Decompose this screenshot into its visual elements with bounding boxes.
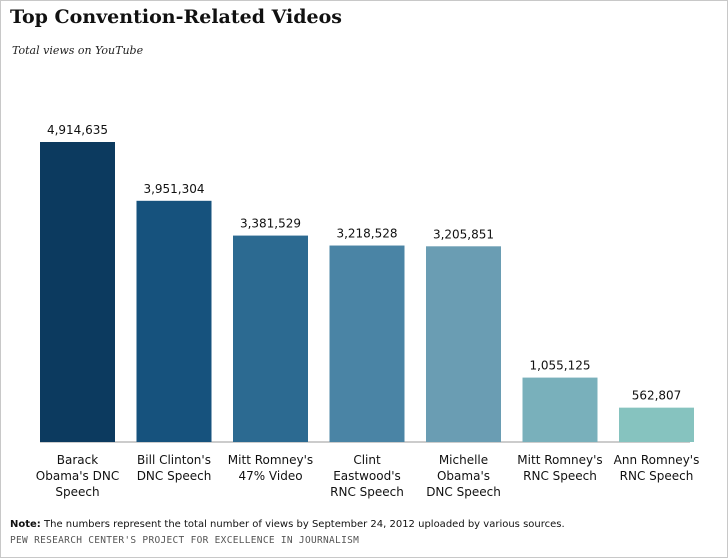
bar-1 <box>40 142 115 442</box>
footnote-text: The numbers represent the total number o… <box>40 519 565 530</box>
value-label-2: 3,951,304 <box>143 182 204 196</box>
chart-subtitle: Total views on YouTube <box>12 44 144 57</box>
bar-2 <box>136 200 212 442</box>
category-label-7: Ann Romney's RNC Speech <box>614 453 700 483</box>
chart-title: Top Convention-Related Videos <box>10 6 342 28</box>
category-label-2: Bill Clinton's DNC Speech <box>137 453 212 483</box>
bar-6 <box>522 377 598 442</box>
category-label-6: Mitt Romney's RNC Speech <box>517 453 602 483</box>
bar-5 <box>426 246 501 442</box>
value-label-7: 562,807 <box>632 389 682 403</box>
footnote: Note: The numbers represent the total nu… <box>10 519 565 530</box>
footnote-label: Note: <box>10 519 41 530</box>
bar-4 <box>329 245 405 442</box>
value-label-6: 1,055,125 <box>529 359 590 373</box>
category-label-4: Clint Eastwood's RNC Speech <box>330 453 404 499</box>
value-label-5: 3,205,851 <box>433 227 494 241</box>
value-label-3: 3,381,529 <box>240 217 301 231</box>
value-label-1: 4,914,635 <box>47 123 108 137</box>
bar-7 <box>619 407 694 442</box>
category-label-3: Mitt Romney's 47% Video <box>228 453 313 483</box>
category-label-1: Barack Obama's DNC Speech <box>36 453 119 499</box>
category-label-5: Michelle Obama's DNC Speech <box>426 453 501 499</box>
bar-3 <box>233 235 308 442</box>
source-line: PEW RESEARCH CENTER'S PROJECT FOR EXCELL… <box>10 535 360 546</box>
value-label-4: 3,218,528 <box>336 227 397 241</box>
